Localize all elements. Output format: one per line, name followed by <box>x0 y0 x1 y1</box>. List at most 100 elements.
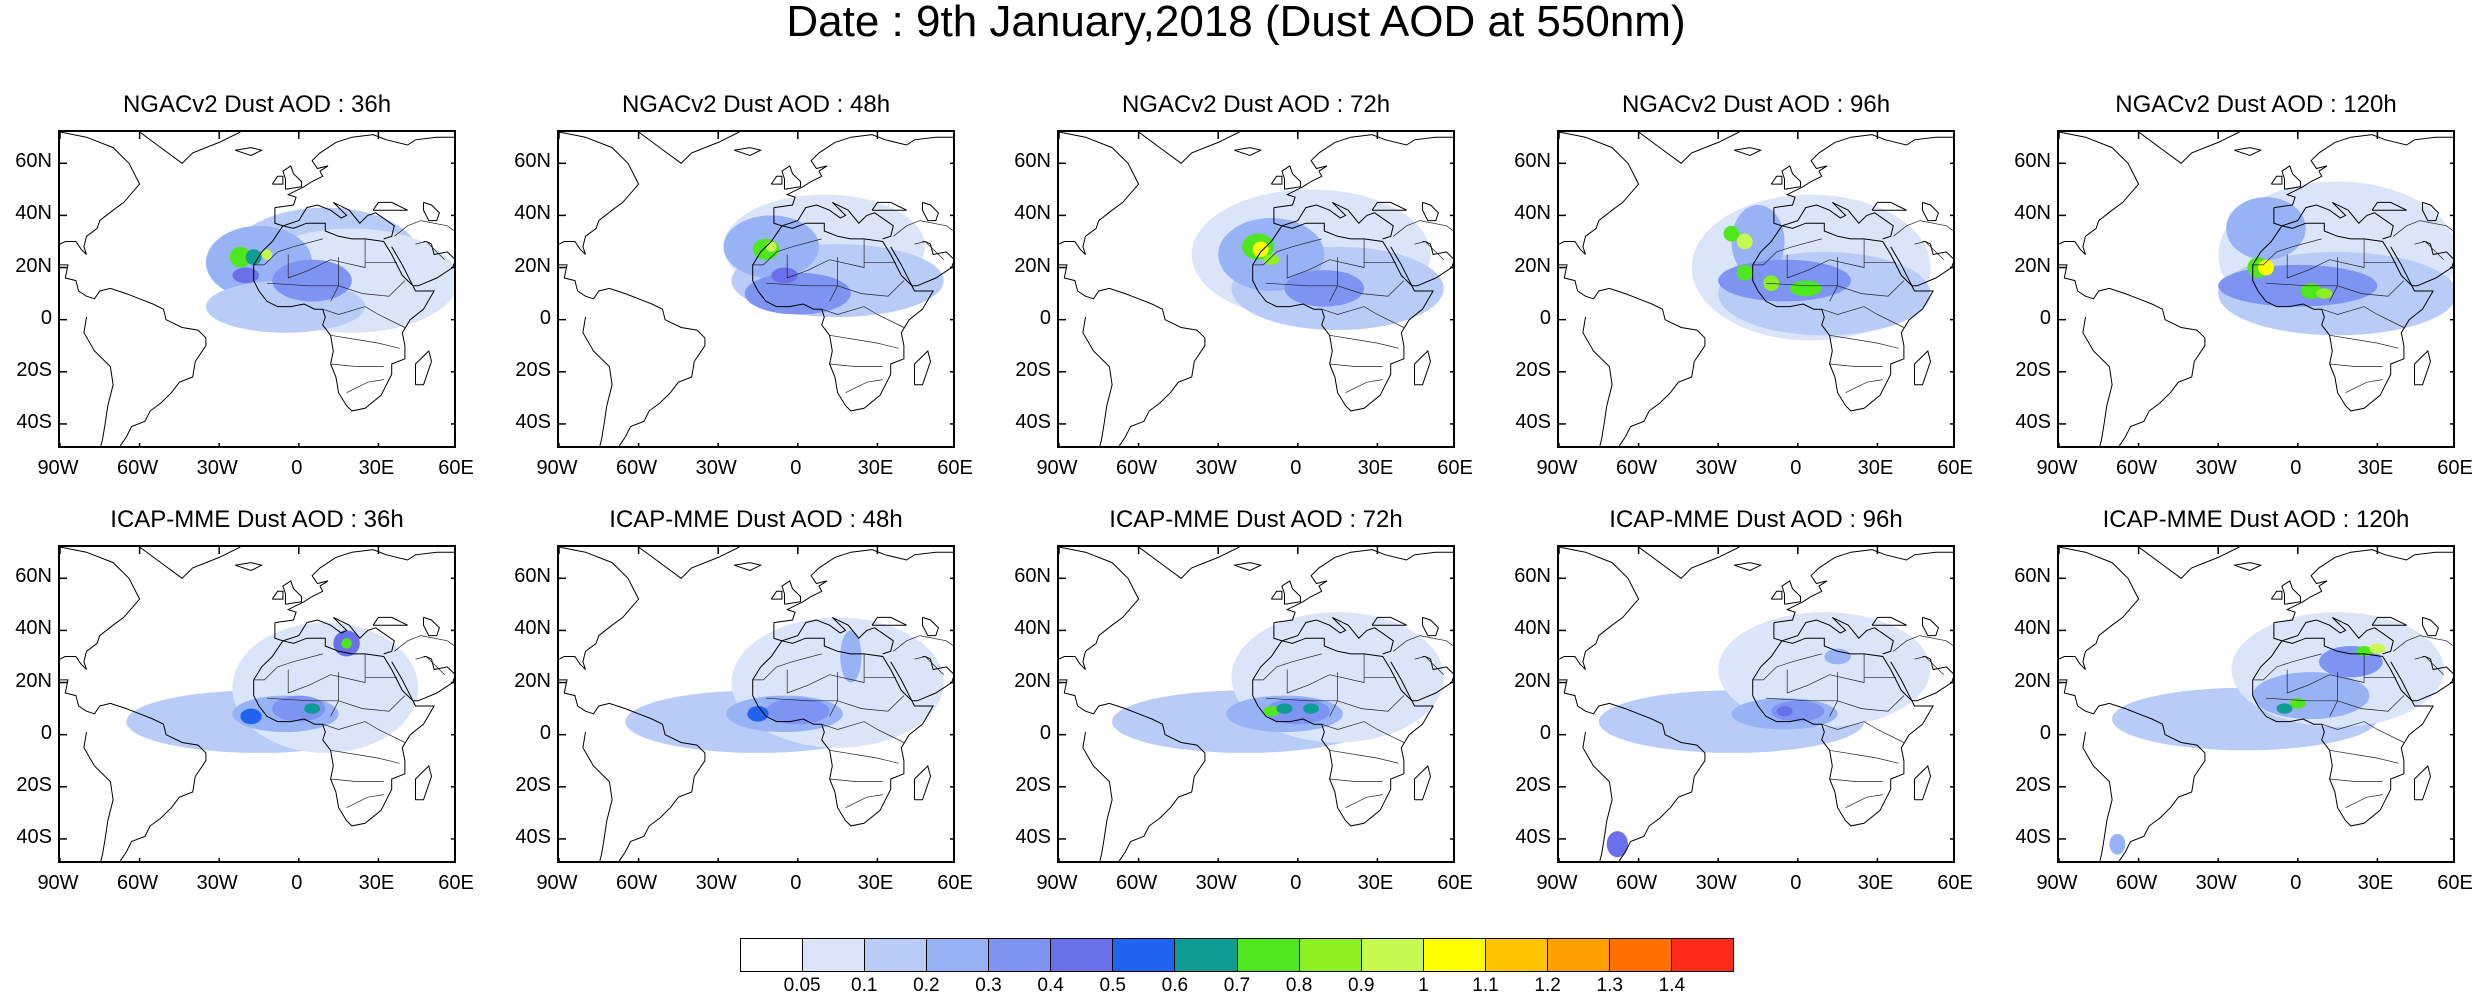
coastline <box>1233 147 1263 157</box>
colorbar-swatch <box>865 939 928 971</box>
coastline <box>234 147 264 157</box>
colorbar-swatch <box>1485 939 1548 971</box>
country-border <box>829 363 883 367</box>
dust-aod-region <box>1731 204 1785 278</box>
country-border <box>1265 695 1405 712</box>
x-tick-label: 0 <box>790 872 802 894</box>
coastline <box>770 175 783 185</box>
x-tick-label: 30E <box>2357 872 2394 894</box>
y-tick-label: 60N <box>1514 565 1551 588</box>
dust-aod-region <box>1252 241 1269 258</box>
country-border <box>330 672 339 717</box>
y-tick-label: 0 <box>2039 721 2051 744</box>
coastline <box>1733 147 1763 157</box>
dust-aod-region <box>840 630 862 683</box>
coastline <box>2371 201 2407 211</box>
y-tick-label: 0 <box>1039 306 1051 329</box>
dust-aod-region <box>341 638 352 649</box>
dust-aod-region <box>272 695 326 722</box>
y-tick-label: 0 <box>1539 306 1551 329</box>
country-border <box>1829 672 1838 717</box>
x-tick-label: 30W <box>1695 872 1737 894</box>
country-border <box>322 721 406 743</box>
x-tick-label: 30E <box>358 457 395 479</box>
y-tick-label: 0 <box>539 306 551 329</box>
country-border <box>2286 238 2365 279</box>
y-tick-label: 0 <box>2039 306 2051 329</box>
dust-aod-region <box>744 272 851 315</box>
coastline <box>1059 547 1140 670</box>
x-tick-label: 0 <box>1790 457 1802 479</box>
x-tick-label: 90W <box>37 872 79 894</box>
coastline <box>781 580 801 605</box>
country-border <box>1752 653 1822 681</box>
colorbar-level-label: 0.8 <box>1285 975 1313 996</box>
coastline <box>1233 562 1263 572</box>
y-tick-label: 20N <box>514 669 551 692</box>
x-tick-label: 0 <box>291 872 303 894</box>
panel-title: ICAP-MME Dust AOD : 72h <box>1109 506 1403 533</box>
coastline <box>83 732 114 861</box>
x-tick-label: 90W <box>1036 457 1078 479</box>
country-border <box>765 280 905 297</box>
country-border <box>2414 656 2444 675</box>
country-border <box>394 220 454 237</box>
dust-aod-region <box>765 698 830 725</box>
y-tick-label: 0 <box>1039 721 1051 744</box>
coastline <box>1781 165 1801 190</box>
x-tick-label: 30W <box>1195 872 1237 894</box>
panel-title: NGACv2 Dust AOD : 96h <box>1621 91 1891 118</box>
country-border <box>1893 635 1953 652</box>
y-tick-label: 20S <box>16 358 52 381</box>
coastline <box>773 134 953 209</box>
coastline <box>60 547 141 670</box>
x-tick-label: 30E <box>1857 872 1894 894</box>
country-border <box>2414 241 2444 260</box>
coastline <box>914 350 932 386</box>
dust-aod-region <box>2316 288 2333 299</box>
country-border <box>287 653 366 694</box>
map-panel <box>557 130 955 448</box>
dust-aod-region <box>240 708 262 725</box>
x-tick-label: 60W <box>117 872 159 894</box>
colorbar-level-label: 1.2 <box>1534 975 1561 996</box>
country-border <box>266 280 406 297</box>
dust-aod-region <box>747 706 769 722</box>
country-border <box>415 656 445 675</box>
coastline <box>1138 547 1240 579</box>
coastline <box>2059 264 2206 446</box>
coastline <box>1770 590 1783 600</box>
panel-title: ICAP-MME Dust AOD : 120h <box>2102 506 2410 533</box>
coastline <box>1773 134 1953 209</box>
country-border <box>1829 363 1883 367</box>
panel-title: NGACv2 Dust AOD : 48h <box>621 91 891 118</box>
coastline <box>2252 222 2434 412</box>
y-tick-label: 40S <box>2015 410 2051 433</box>
colorbar-level-label: 1.4 <box>1658 975 1686 996</box>
coastline <box>1582 317 1613 446</box>
y-tick-label: 40S <box>1515 825 1551 848</box>
coastline <box>1422 201 1439 222</box>
x-tick-label: 90W <box>1536 457 1578 479</box>
y-tick-label: 60N <box>514 565 551 588</box>
country-border <box>1893 220 1953 237</box>
country-border <box>253 238 323 266</box>
x-tick-label: 90W <box>1036 872 1078 894</box>
x-tick-label: 30W <box>695 457 737 479</box>
colorbar-level-label: 0.05 <box>783 975 821 996</box>
coastline <box>1273 201 1394 240</box>
coastline <box>2414 350 2432 386</box>
country-border <box>1414 656 1444 675</box>
figure-title: Date : 9th January,2018 (Dust AOD at 550… <box>786 0 1686 46</box>
x-tick-label: 30W <box>1695 457 1737 479</box>
x-tick-label: 90W <box>37 457 79 479</box>
colorbar-level-label: 0.3 <box>975 975 1002 996</box>
x-tick-label: 60W <box>616 872 658 894</box>
coastline <box>1273 134 1453 209</box>
x-tick-label: 60W <box>117 457 159 479</box>
colorbar-level-label: 0.5 <box>1099 975 1126 996</box>
country-border <box>1914 241 1944 260</box>
country-border <box>752 238 822 266</box>
y-tick-label: 40S <box>1515 410 1551 433</box>
coastline <box>1752 222 1934 412</box>
